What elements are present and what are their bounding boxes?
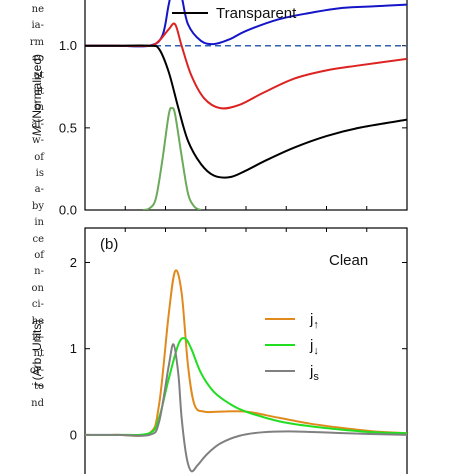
legend-label: j↓: [309, 337, 319, 357]
legend-label-subscript: ↑: [313, 319, 319, 331]
text-fragment: is: [35, 168, 44, 179]
y-axis-label-symbol: M: [30, 126, 44, 136]
text-fragment: ut: [33, 86, 44, 97]
legend-label: js: [309, 363, 319, 383]
text-fragment: w-: [32, 135, 44, 147]
y-tick-label: 1.0: [59, 38, 77, 53]
series-line: [85, 22, 407, 110]
text-fragment: ce: [32, 233, 44, 245]
legend-label-base: j: [309, 337, 313, 354]
y-tick-label: 2: [70, 255, 77, 270]
panel-a: 0.0 0.5 1.0 M (Normalized) Transparent: [30, 0, 408, 218]
annotation-clean: Clean: [329, 252, 368, 269]
text-fragment: by: [31, 200, 44, 212]
y-tick-label: 0: [70, 427, 77, 442]
text-fragment: nd: [31, 397, 44, 409]
legend-label-base: j: [309, 311, 313, 328]
series-line: [85, 343, 407, 473]
y-axis-label-symbol: j: [30, 383, 44, 388]
y-axis-label-text: (Normalized): [30, 54, 44, 126]
legend-label-transparent: Transparent: [216, 5, 297, 22]
text-fragment: ro: [33, 53, 44, 65]
y-tick-label: 1: [70, 341, 77, 356]
text-fragment: or-: [29, 364, 44, 376]
text-fragment: nt: [33, 348, 44, 360]
text-fragment: in: [34, 102, 44, 114]
series-line: [142, 106, 202, 210]
series-line: [85, 44, 407, 179]
text-fragment: a-: [34, 184, 44, 196]
text-fragment: n-: [34, 266, 44, 278]
legend-label: j↑: [309, 311, 319, 331]
text-fragment: at: [34, 69, 44, 81]
legend-label-base: j: [309, 363, 313, 380]
text-fragment: ne: [31, 4, 44, 15]
text-fragment: ia-: [31, 20, 44, 32]
text-fragment: rm: [29, 36, 44, 48]
text-fragment: al-: [31, 118, 44, 130]
y-axis-label: M (Normalized): [30, 54, 44, 136]
text-fragment: of: [34, 250, 44, 261]
text-fragment: of: [34, 151, 44, 163]
series-line: [85, 269, 407, 437]
text-fragment: he: [31, 315, 44, 327]
text-fragment: to: [33, 381, 44, 393]
y-tick-label: 0.5: [59, 120, 77, 135]
y-axis-label-text: (Arb. Units): [30, 320, 44, 384]
legend-label-subscript: ↓: [313, 345, 319, 357]
text-fragment: in: [34, 217, 44, 229]
y-axis-label: j (Arb. Units): [30, 320, 44, 389]
series-line: [85, 337, 407, 437]
legend-label-subscript: s: [313, 371, 319, 383]
y-tick-label: 0.0: [59, 203, 77, 218]
text-fragment: on: [31, 282, 44, 294]
text-fragment: ci-: [31, 299, 44, 311]
panel-label: (b): [100, 236, 118, 253]
text-fragment: is-: [32, 332, 44, 343]
